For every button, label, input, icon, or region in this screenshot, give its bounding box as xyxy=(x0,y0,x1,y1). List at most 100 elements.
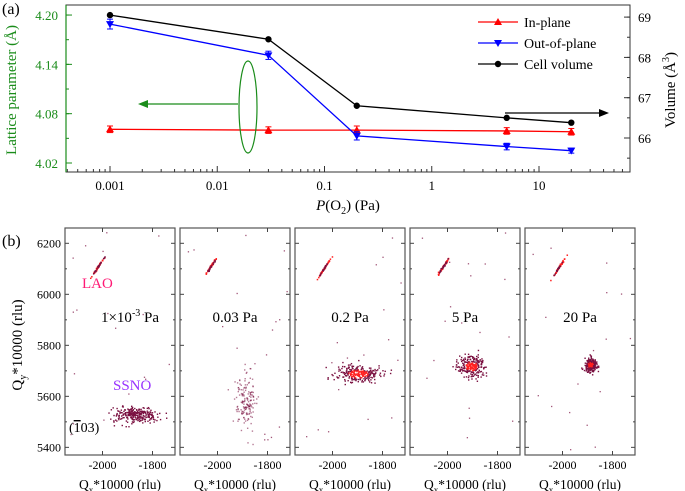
scatter-dot xyxy=(469,367,471,370)
data-point xyxy=(106,21,114,29)
scatter-dot xyxy=(594,446,596,448)
scatter-dot xyxy=(114,327,117,329)
scatter-dot xyxy=(151,416,154,418)
scatter-dot xyxy=(463,363,465,365)
scatter-dot xyxy=(243,403,245,405)
data-point xyxy=(503,114,510,122)
scatter-dot xyxy=(360,372,363,375)
scatter-dot xyxy=(477,356,479,359)
scatter-dot xyxy=(142,412,145,415)
scatter-dot xyxy=(244,363,246,366)
scatter-dot xyxy=(482,374,485,376)
scatter-dot xyxy=(131,423,133,425)
scatter-dot xyxy=(131,407,133,409)
scatter-dot xyxy=(128,426,130,428)
scatter-dot xyxy=(466,369,468,371)
scatter-dot xyxy=(246,413,249,416)
scatter-dot xyxy=(246,399,249,401)
scatter-dot xyxy=(467,368,469,370)
scatter-dot xyxy=(480,360,482,362)
scatter-dot xyxy=(351,381,354,384)
scatter-dot xyxy=(352,365,355,368)
scatter-dot xyxy=(237,390,239,393)
scatter-dot xyxy=(116,414,118,416)
scatter-dot xyxy=(241,412,243,414)
scatter-dot xyxy=(354,379,356,381)
scatter-dot xyxy=(477,372,480,374)
scatter-dot xyxy=(130,410,132,413)
scatter-dot xyxy=(346,369,348,371)
scatter-dot xyxy=(360,373,362,375)
x-tick-label: 0.1 xyxy=(316,178,332,193)
scatter-dot xyxy=(584,364,586,367)
scatter-dot xyxy=(554,273,556,275)
scatter-dot xyxy=(459,369,462,372)
ssno-label: SSNO xyxy=(113,378,152,394)
scatter-dot xyxy=(370,367,372,369)
scatter-dot xyxy=(104,256,106,258)
scatter-dot xyxy=(140,408,142,411)
data-point xyxy=(106,11,114,19)
scatter-dot xyxy=(99,262,102,265)
scatter-dot xyxy=(360,377,362,379)
scatter-dot xyxy=(99,263,101,266)
scatter-dot xyxy=(279,319,281,321)
scatter-dot xyxy=(471,361,474,363)
scatter-dot xyxy=(212,261,215,264)
scatter-dot xyxy=(477,349,480,352)
scatter-dot xyxy=(250,368,252,370)
scatter-dot xyxy=(359,365,361,367)
scatter-dot xyxy=(474,373,477,375)
scatter-dot xyxy=(193,249,195,251)
scatter-dot xyxy=(594,367,597,369)
x-tick-label: -2000 xyxy=(434,458,462,472)
scatter-dot xyxy=(391,417,393,419)
scatter-dot xyxy=(368,381,371,383)
left-arrow-head-icon xyxy=(138,100,148,108)
scatter-dot xyxy=(156,419,158,422)
scatter-dot xyxy=(241,395,244,397)
scatter-dot xyxy=(606,262,608,264)
scatter-dot xyxy=(467,263,470,265)
scatter-dot xyxy=(247,406,250,408)
scatter-dot xyxy=(468,370,470,373)
scatter-dot xyxy=(379,374,381,376)
scatter-dot xyxy=(477,364,480,366)
scatter-dot xyxy=(468,375,470,377)
scatter-dot xyxy=(119,411,121,413)
y-right-tick-label: 66 xyxy=(638,131,652,146)
scatter-dot xyxy=(591,358,593,360)
scatter-dot xyxy=(250,399,253,401)
scatter-dot xyxy=(585,366,587,368)
scatter-dot xyxy=(245,407,247,410)
scatter-dot xyxy=(95,269,97,272)
pressure-label: 5 Pa xyxy=(452,310,479,326)
scatter-dot xyxy=(592,358,594,360)
scatter-dot xyxy=(345,372,347,375)
scatter-dot xyxy=(270,436,273,439)
scatter-dot xyxy=(364,376,366,379)
scatter-dot xyxy=(472,356,474,359)
scatter-dot xyxy=(123,412,125,415)
scatter-dot xyxy=(375,372,377,374)
scatter-dot xyxy=(478,366,480,368)
x-axis-label: Qx*10000 (rlu) xyxy=(194,477,276,491)
scatter-dot xyxy=(134,417,137,419)
scatter-dot xyxy=(248,405,251,408)
scatter-dot xyxy=(463,359,465,362)
scatter-dot xyxy=(471,374,474,376)
scatter-dot xyxy=(242,389,244,391)
scatter-dot xyxy=(243,411,245,413)
scatter-dot xyxy=(233,398,236,400)
scatter-dot xyxy=(350,372,352,374)
scatter-dot xyxy=(463,376,465,378)
scatter-dot xyxy=(466,367,468,370)
scatter-dot xyxy=(327,262,329,264)
scatter-dot xyxy=(113,421,115,423)
scatter-dot xyxy=(477,361,480,364)
scatter-dot xyxy=(462,362,464,364)
scatter-dot xyxy=(244,400,246,403)
scatter-dot xyxy=(362,368,364,370)
scatter-dot xyxy=(589,365,591,367)
scatter-dot xyxy=(106,232,108,234)
